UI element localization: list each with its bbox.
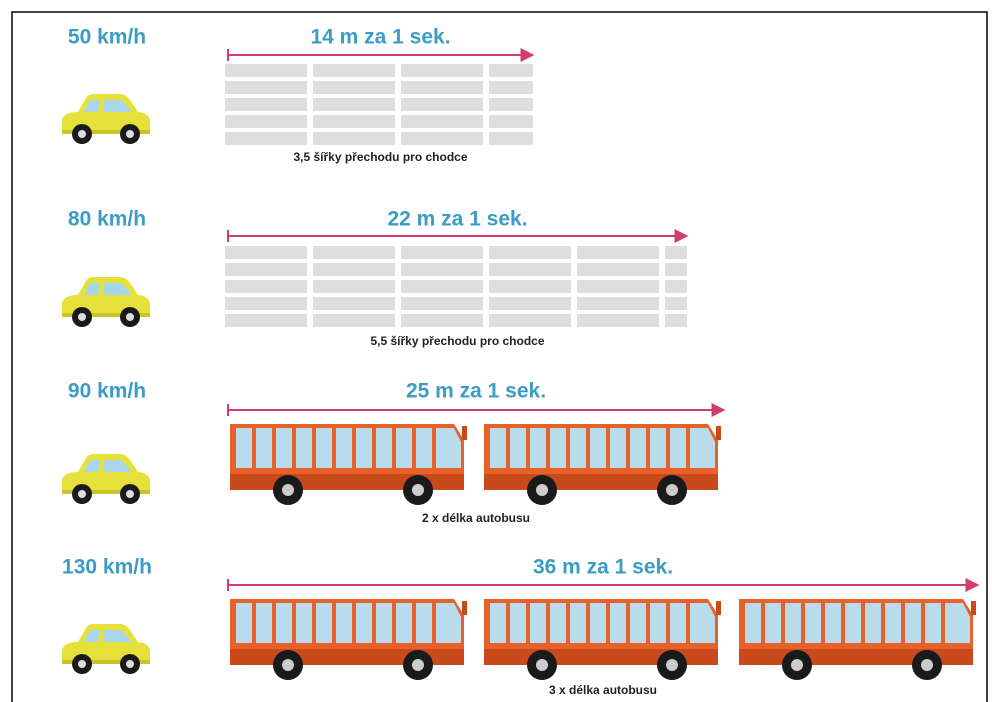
crosswalk-stripe — [401, 246, 483, 259]
content: 50 km/h 14 m za 1 sek. 3,5 šířky přechodu … — [62, 26, 980, 697]
crosswalk-stripe — [225, 64, 307, 77]
crosswalk-stripe — [489, 297, 571, 310]
crosswalk-stripe — [225, 81, 307, 94]
crosswalk-stripe — [489, 64, 533, 77]
crosswalk-stripe — [225, 246, 307, 259]
crosswalk-stripe — [401, 314, 483, 327]
car-icon — [62, 624, 150, 674]
speed-label: 80 km/h — [68, 208, 146, 231]
caption: 3,5 šířky přechodu pro chodce — [293, 150, 467, 164]
speed-label: 130 km/h — [62, 556, 152, 579]
crosswalk-stripe — [225, 314, 307, 327]
distance-label: 14 m za 1 sek. — [310, 26, 450, 49]
crosswalk-stripe — [577, 263, 659, 276]
crosswalk-stripe — [313, 81, 395, 94]
crosswalk-stripe — [489, 280, 571, 293]
crosswalk-stripe — [489, 314, 571, 327]
crosswalk-stripe — [577, 314, 659, 327]
crosswalk-stripe — [489, 115, 533, 128]
crosswalk — [225, 64, 533, 145]
crosswalk-stripe — [313, 263, 395, 276]
crosswalk-stripe — [577, 280, 659, 293]
crosswalk-stripe — [313, 297, 395, 310]
crosswalk-stripe — [401, 280, 483, 293]
car-icon — [62, 277, 150, 327]
car-icon — [62, 94, 150, 144]
car-icon — [62, 454, 150, 504]
crosswalk-stripe — [313, 115, 395, 128]
crosswalk-stripe — [313, 280, 395, 293]
distance-label: 22 m za 1 sek. — [387, 208, 527, 231]
crosswalk-stripe — [401, 263, 483, 276]
crosswalk-stripe — [665, 246, 687, 259]
bus-icon — [230, 424, 467, 505]
crosswalk-stripe — [665, 280, 687, 293]
crosswalk-stripe — [577, 297, 659, 310]
crosswalk-stripe — [489, 81, 533, 94]
bus-icon — [739, 599, 976, 680]
crosswalk-stripe — [313, 98, 395, 111]
bus-icon — [230, 599, 467, 680]
crosswalk-stripe — [313, 246, 395, 259]
speed-label: 90 km/h — [68, 380, 146, 403]
crosswalk-stripe — [489, 263, 571, 276]
crosswalk-stripe — [401, 115, 483, 128]
crosswalk-stripe — [665, 297, 687, 310]
crosswalk-stripe — [401, 98, 483, 111]
crosswalk-stripe — [225, 115, 307, 128]
crosswalk-stripe — [225, 132, 307, 145]
crosswalk-stripe — [401, 297, 483, 310]
crosswalk-stripe — [313, 314, 395, 327]
crosswalk-stripe — [577, 246, 659, 259]
caption: 5,5 šířky přechodu pro chodce — [370, 334, 544, 348]
bus-icon — [484, 599, 721, 680]
crosswalk-stripe — [489, 98, 533, 111]
crosswalk-stripe — [313, 64, 395, 77]
crosswalk — [225, 246, 687, 327]
crosswalk-stripe — [665, 314, 687, 327]
crosswalk-stripe — [313, 132, 395, 145]
crosswalk-stripe — [225, 280, 307, 293]
bus-icon — [484, 424, 721, 505]
crosswalk-stripe — [225, 98, 307, 111]
distance-label: 36 m za 1 sek. — [533, 556, 673, 579]
frame — [11, 11, 988, 702]
crosswalk-stripe — [225, 263, 307, 276]
crosswalk-stripe — [401, 64, 483, 77]
caption: 3 x délka autobusu — [549, 683, 657, 697]
crosswalk-stripe — [225, 297, 307, 310]
crosswalk-stripe — [401, 81, 483, 94]
caption: 2 x délka autobusu — [422, 511, 530, 525]
speed-label: 50 km/h — [68, 26, 146, 49]
crosswalk-stripe — [665, 263, 687, 276]
crosswalk-stripe — [489, 246, 571, 259]
crosswalk-stripe — [401, 132, 483, 145]
distance-label: 25 m za 1 sek. — [406, 380, 546, 403]
crosswalk-stripe — [489, 132, 533, 145]
